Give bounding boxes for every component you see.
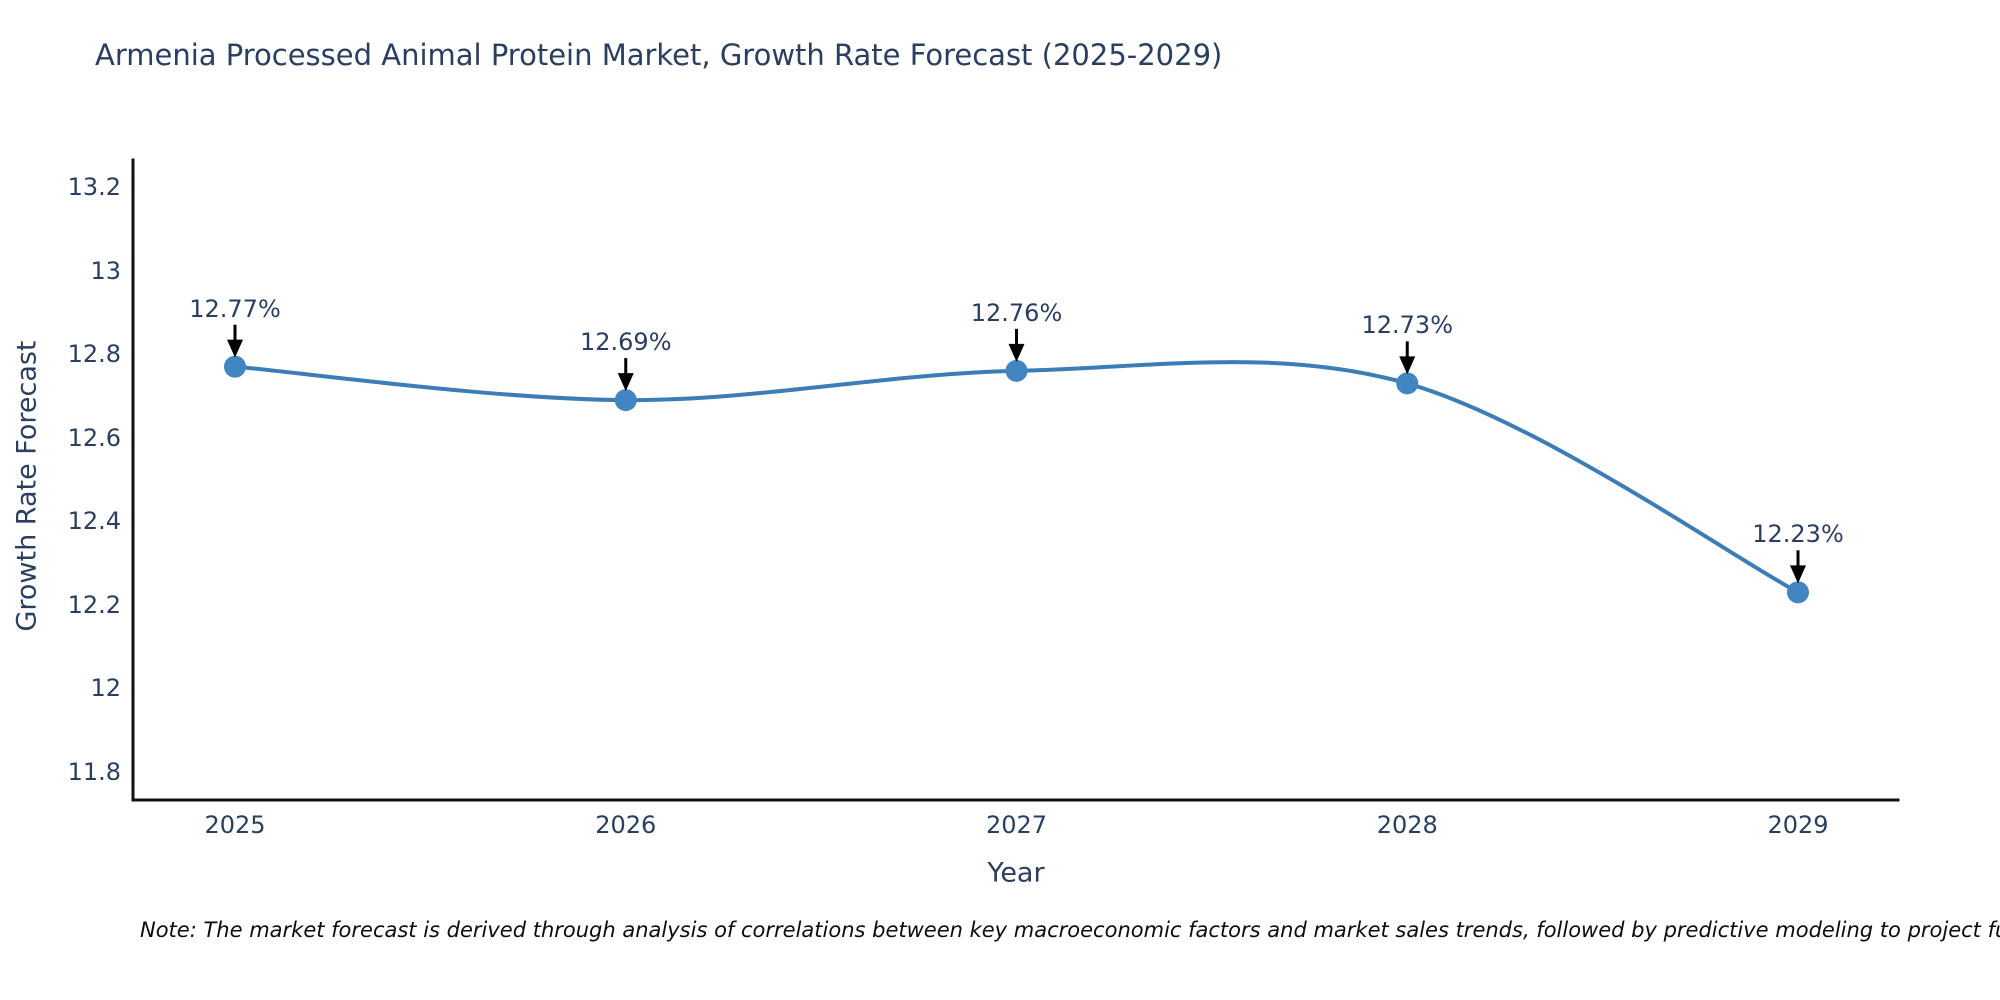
point-annotation-2026: 12.69% bbox=[579, 328, 672, 357]
point-annotation-2029: 12.23% bbox=[1752, 520, 1844, 549]
y-tick-label: 13 bbox=[90, 256, 121, 285]
x-tick-label: 2025 bbox=[204, 811, 266, 839]
chart-title: Armenia Processed Animal Protein Market,… bbox=[95, 38, 1223, 72]
y-tick-label: 12.4 bbox=[67, 507, 121, 536]
series-group bbox=[224, 355, 1809, 604]
data-point-2029[interactable] bbox=[1787, 581, 1809, 604]
annotation-arrowhead bbox=[1008, 343, 1025, 362]
x-axis-title: Year bbox=[987, 857, 1045, 889]
annotation-arrowhead bbox=[1790, 565, 1806, 584]
data-point-2026[interactable] bbox=[614, 389, 637, 412]
point-annotation-2028: 12.73% bbox=[1361, 311, 1453, 340]
y-tick-label: 13.2 bbox=[67, 173, 121, 201]
annotation-arrowhead bbox=[227, 339, 243, 358]
data-point-2027[interactable] bbox=[1005, 359, 1028, 382]
footnote: Note: The market forecast is derived thr… bbox=[140, 918, 2000, 942]
x-tick-label: 2026 bbox=[595, 811, 657, 839]
y-tick-label: 12.2 bbox=[67, 590, 121, 619]
annotation-arrowhead bbox=[1399, 356, 1416, 375]
trend-line bbox=[234, 360, 1799, 595]
y-tick-label: 12 bbox=[90, 674, 121, 703]
annotation-arrows bbox=[227, 324, 1806, 584]
y-tick-label: 12.6 bbox=[67, 423, 121, 452]
data-point-2028[interactable] bbox=[1396, 372, 1419, 395]
annotation-arrowhead bbox=[617, 373, 634, 392]
x-tick-label: 2027 bbox=[985, 811, 1048, 839]
point-annotation-2025: 12.77% bbox=[189, 294, 281, 323]
point-annotation-2027: 12.76% bbox=[970, 298, 1063, 327]
x-tick-label: 2029 bbox=[1767, 811, 1829, 839]
data-point-2025[interactable] bbox=[224, 355, 246, 378]
y-tick-label: 12.8 bbox=[67, 340, 121, 369]
x-tick-label: 2028 bbox=[1376, 811, 1438, 839]
y-tick-label: 11.8 bbox=[67, 758, 121, 786]
